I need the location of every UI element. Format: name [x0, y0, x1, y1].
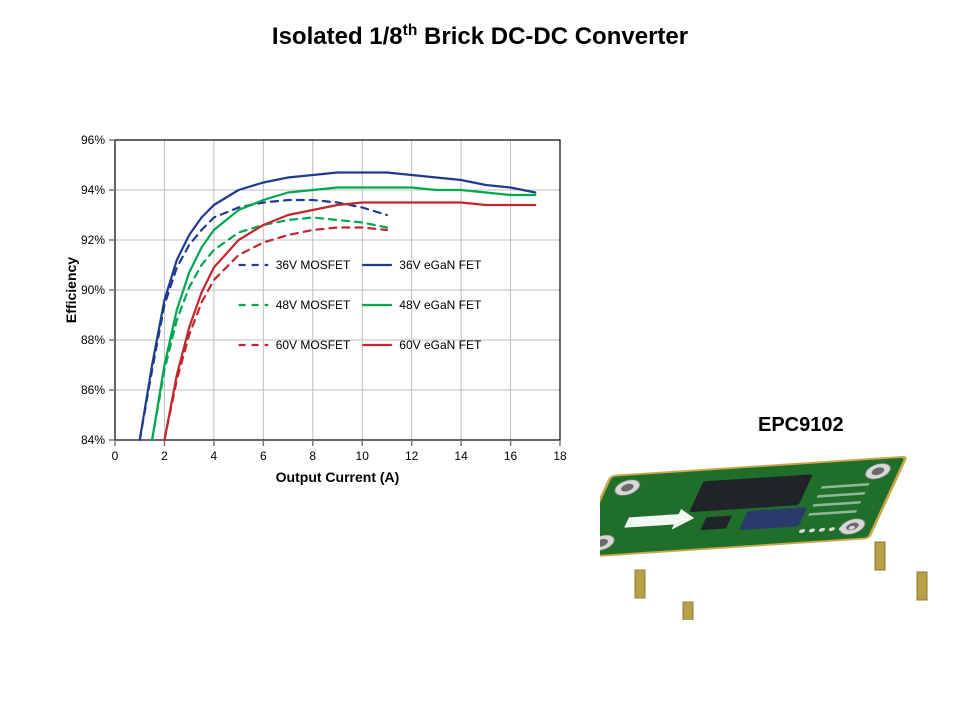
svg-text:48V eGaN FET: 48V eGaN FET	[399, 298, 482, 312]
svg-text:10: 10	[356, 449, 370, 463]
evaluation-board-image	[600, 450, 930, 620]
svg-text:18: 18	[553, 449, 567, 463]
board-part-number: EPC9102	[758, 414, 844, 437]
svg-text:12: 12	[405, 449, 419, 463]
svg-text:84%: 84%	[81, 433, 105, 447]
svg-text:96%: 96%	[81, 133, 105, 147]
svg-text:4: 4	[211, 449, 218, 463]
svg-text:60V eGaN FET: 60V eGaN FET	[399, 338, 482, 352]
svg-text:36V eGaN FET: 36V eGaN FET	[399, 258, 482, 272]
svg-text:0: 0	[112, 449, 119, 463]
svg-text:94%: 94%	[81, 183, 105, 197]
svg-text:16: 16	[504, 449, 518, 463]
title-prefix: Isolated 1/8	[272, 23, 403, 50]
svg-text:88%: 88%	[81, 333, 105, 347]
svg-text:48V MOSFET: 48V MOSFET	[276, 298, 351, 312]
title-sup: th	[403, 22, 418, 39]
svg-text:92%: 92%	[81, 233, 105, 247]
svg-text:36V MOSFET: 36V MOSFET	[276, 258, 351, 272]
svg-text:2: 2	[161, 449, 168, 463]
title-suffix: Brick DC-DC Converter	[417, 23, 688, 50]
svg-text:90%: 90%	[81, 283, 105, 297]
efficiency-chart: 0 2 4 6 8 10 12 14 16 18 84% 86% 88% 90% 92% 94% 96% Outp…	[60, 130, 580, 500]
svg-text:86%: 86%	[81, 383, 105, 397]
page-title: Isolated 1/8th Brick DC-DC Converter	[0, 22, 960, 51]
svg-text:6: 6	[260, 449, 267, 463]
svg-text:8: 8	[309, 449, 316, 463]
svg-text:14: 14	[454, 449, 468, 463]
svg-text:60V MOSFET: 60V MOSFET	[276, 338, 351, 352]
svg-text:Efficiency: Efficiency	[63, 257, 79, 323]
svg-text:Output Current (A): Output Current (A)	[276, 469, 400, 485]
